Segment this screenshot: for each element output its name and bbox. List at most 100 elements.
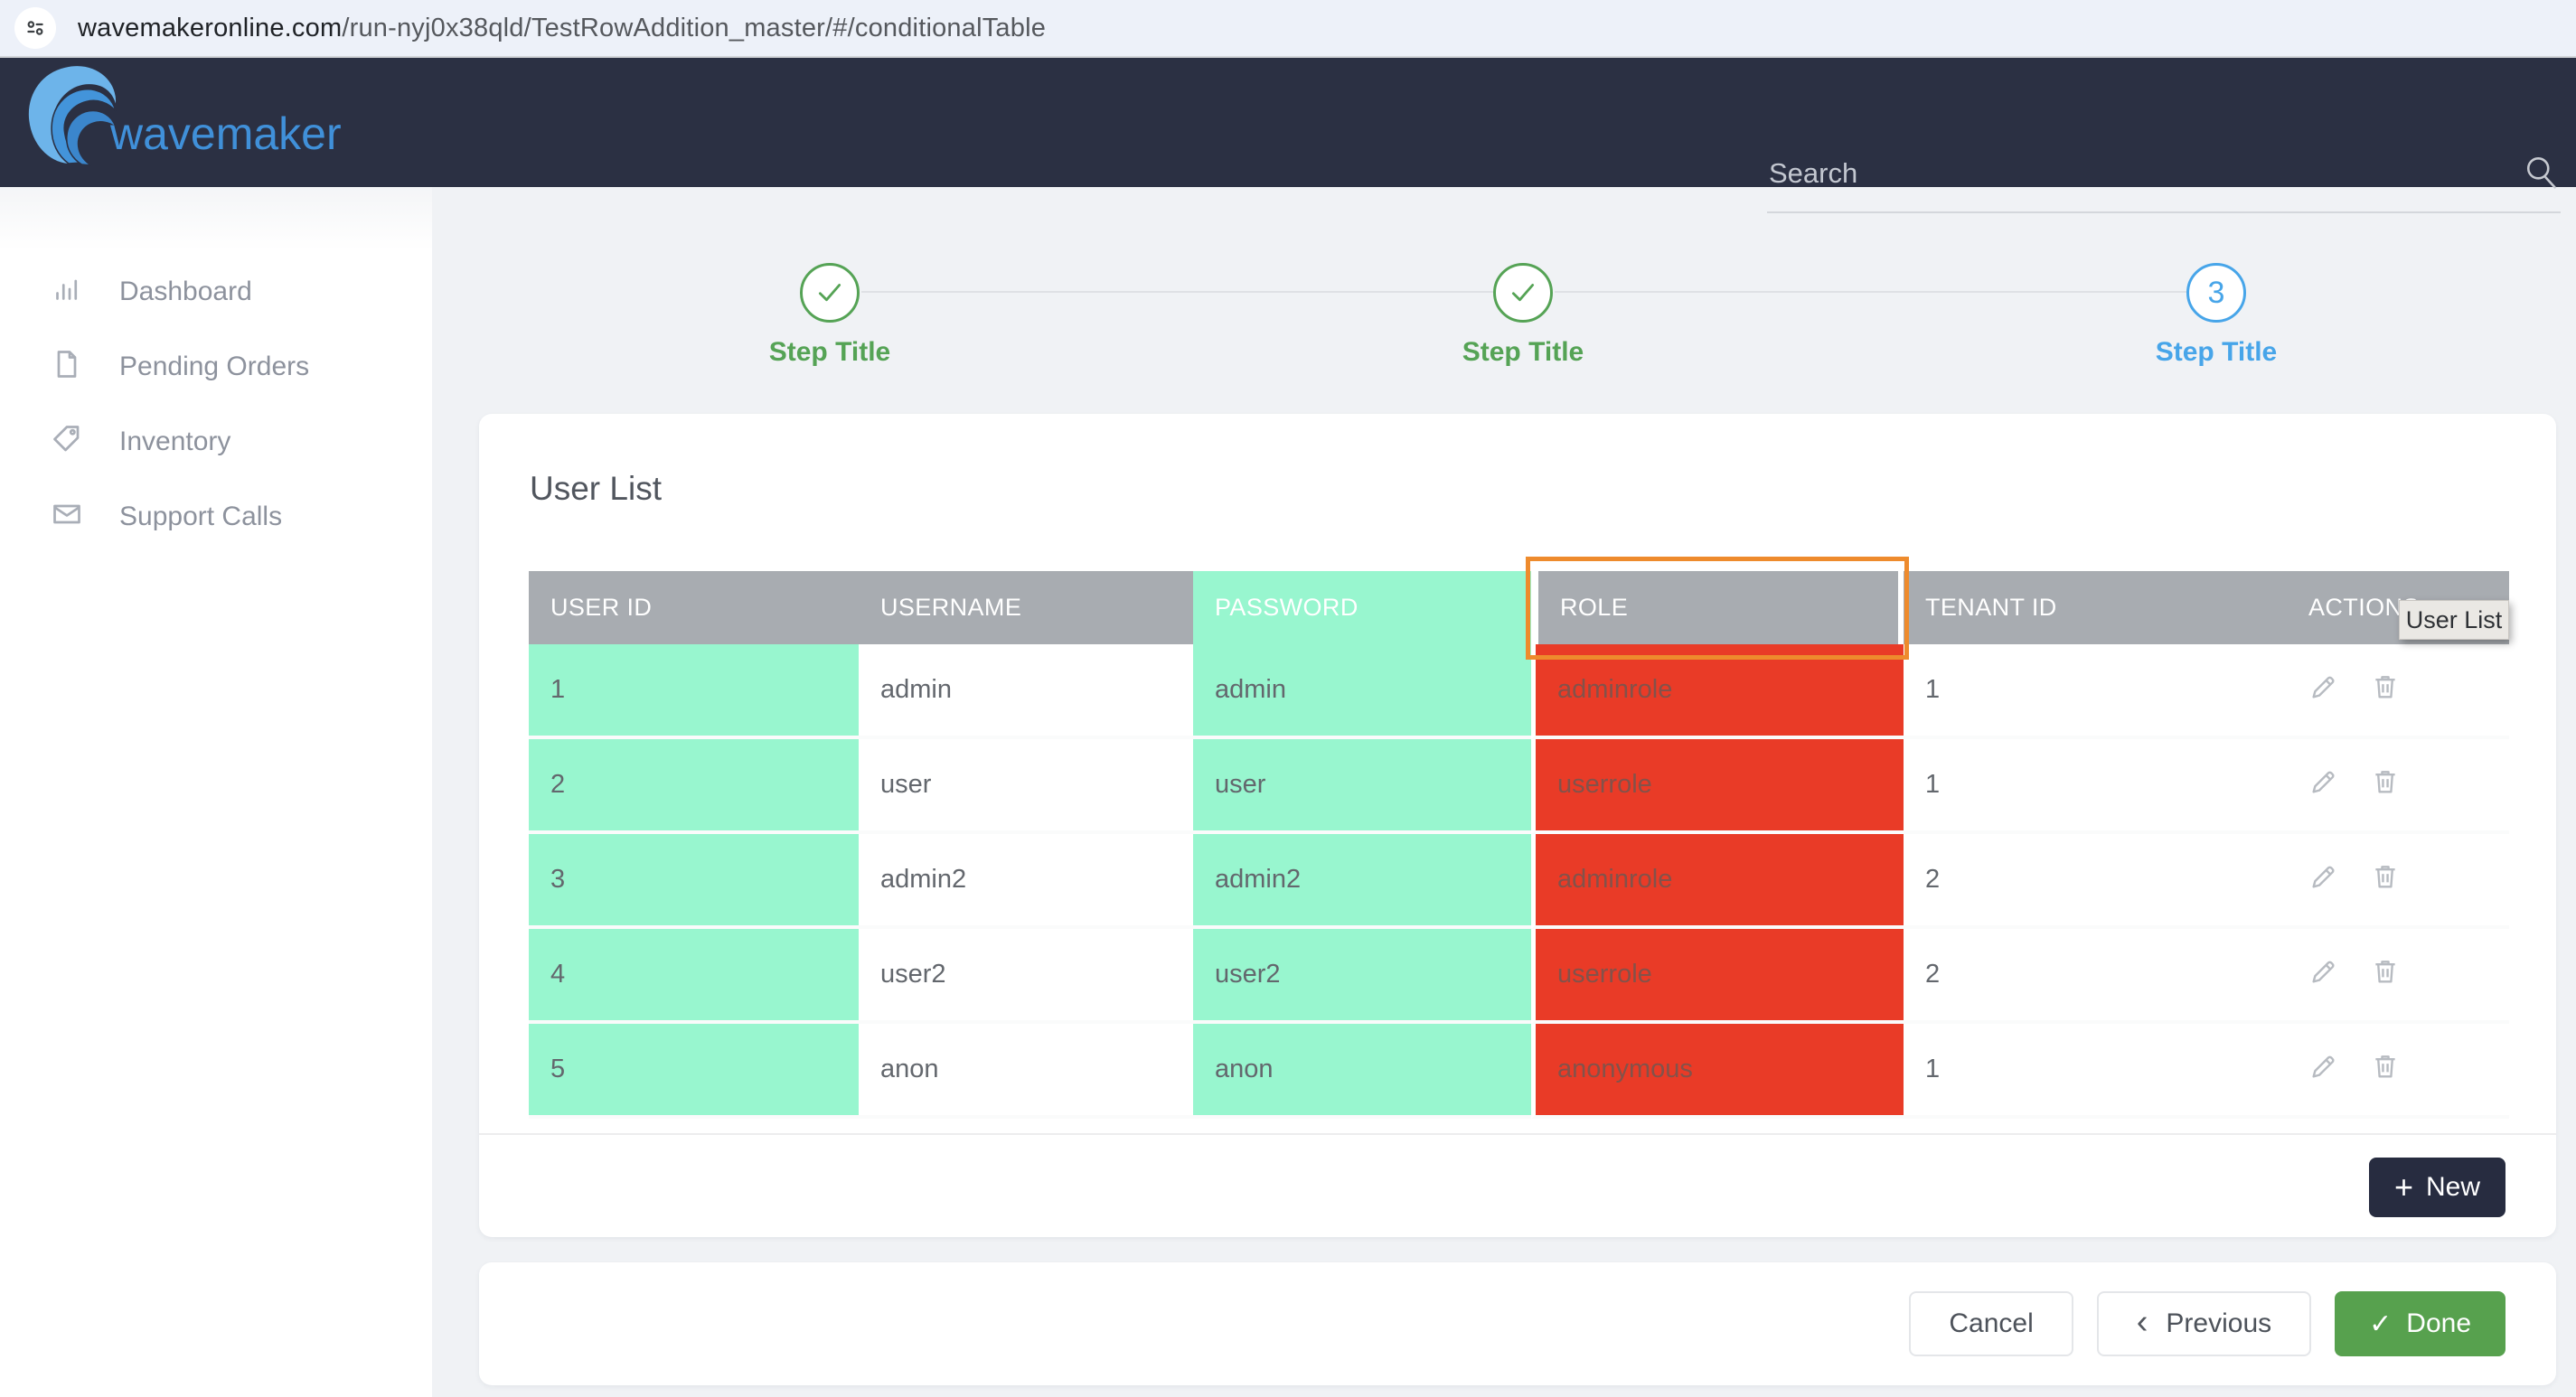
previous-button[interactable]: ‹ Previous (2096, 1291, 2312, 1356)
table-row[interactable]: 4 user2 user2 userrole 2 (529, 929, 2509, 1024)
cell-username: anon (859, 1024, 1193, 1119)
cell-actions (2287, 834, 2509, 929)
sidebar-item-label: Pending Orders (119, 351, 310, 381)
chevron-left-icon: ‹ (2136, 1303, 2148, 1341)
cell-password: admin (1193, 644, 1531, 739)
wavemaker-logo[interactable]: wavemaker (24, 63, 342, 174)
wizard-step-3[interactable]: 3 Step Title (2099, 263, 2334, 368)
wave-icon (24, 63, 118, 174)
logo-text: wavemaker (110, 108, 342, 159)
cell-user-id: 1 (529, 644, 859, 739)
sidebar-item-support-calls[interactable]: Support Calls (0, 479, 432, 554)
step-title: Step Title (1462, 337, 1584, 367)
cell-role: userrole (1531, 739, 1904, 834)
search-icon[interactable] (2521, 152, 2561, 196)
column-header-role[interactable]: ROLE (1531, 571, 1904, 644)
search-box (1767, 141, 2561, 213)
url-path: /run-nyj0x38qld/TestRowAddition_master/#… (342, 13, 1047, 42)
wizard-step-2[interactable]: Step Title (1406, 263, 1641, 368)
cell-actions (2287, 644, 2509, 739)
delete-row-icon[interactable] (2370, 861, 2401, 899)
edit-row-icon[interactable] (2308, 1051, 2339, 1089)
step-title: Step Title (768, 337, 891, 367)
url-domain: wavemakeronline.com (78, 13, 343, 42)
cell-actions (2287, 1024, 2509, 1119)
tag-icon (51, 423, 83, 460)
step-connector (1555, 291, 2187, 293)
cell-role: userrole (1531, 929, 1904, 1024)
search-input[interactable] (1767, 146, 2494, 201)
check-icon: ✓ (2369, 1308, 2393, 1339)
user-list-tooltip: User List (2399, 600, 2509, 640)
card-footer-divider (479, 1133, 2556, 1135)
table-row[interactable]: 5 anon anon anonymous 1 (529, 1024, 2509, 1119)
sidebar-item-inventory[interactable]: Inventory (0, 404, 432, 479)
delete-row-icon[interactable] (2370, 1051, 2401, 1089)
wizard-step-1[interactable]: Step Title (712, 263, 947, 368)
cell-tenant-id: 1 (1904, 644, 2287, 739)
step-connector (861, 291, 1494, 293)
cell-actions (2287, 929, 2509, 1024)
sidebar-item-dashboard[interactable]: Dashboard (0, 254, 432, 329)
cell-username: admin2 (859, 834, 1193, 929)
new-button-label: New (2425, 1172, 2480, 1202)
cell-username: admin (859, 644, 1193, 739)
cell-tenant-id: 1 (1904, 1024, 2287, 1119)
edit-row-icon[interactable] (2308, 956, 2339, 994)
step-title: Step Title (2155, 337, 2278, 367)
cell-tenant-id: 1 (1904, 739, 2287, 834)
sidebar-item-label: Support Calls (119, 501, 283, 531)
cell-actions (2287, 739, 2509, 834)
cell-user-id: 5 (529, 1024, 859, 1119)
sidebar-item-label: Dashboard (119, 276, 252, 306)
wizard-footer: Cancel ‹ Previous ✓ Done (479, 1262, 2556, 1385)
edit-row-icon[interactable] (2308, 861, 2339, 899)
document-icon (51, 348, 83, 385)
table-row[interactable]: 2 user user userrole 1 (529, 739, 2509, 834)
edit-row-icon[interactable] (2308, 671, 2339, 709)
browser-url-bar: wavemakeronline.com/run-nyj0x38qld/TestR… (0, 0, 2576, 58)
table-header-row: USER ID USERNAME PASSWORD ROLE TENANT ID… (529, 571, 2509, 644)
site-settings-icon[interactable] (14, 7, 56, 49)
cell-username: user2 (859, 929, 1193, 1024)
cell-user-id: 3 (529, 834, 859, 929)
cancel-button[interactable]: Cancel (1909, 1291, 2073, 1356)
delete-row-icon[interactable] (2370, 956, 2401, 994)
panel-title: User List (530, 470, 662, 507)
cell-username: user (859, 739, 1193, 834)
column-header-username[interactable]: USERNAME (859, 571, 1193, 644)
step-done-check-icon (800, 263, 860, 323)
cell-role: anonymous (1531, 1024, 1904, 1119)
cell-user-id: 2 (529, 739, 859, 834)
column-header-user-id[interactable]: USER ID (529, 571, 859, 644)
cell-role: adminrole (1531, 834, 1904, 929)
column-header-tenant-id[interactable]: TENANT ID (1904, 571, 2287, 644)
cell-tenant-id: 2 (1904, 929, 2287, 1024)
sidebar: Dashboard Pending Orders Inventory Suppo… (0, 187, 432, 1397)
cell-password: user2 (1193, 929, 1531, 1024)
previous-button-label: Previous (2166, 1308, 2272, 1338)
app-header: wavemaker (0, 58, 2576, 213)
cell-user-id: 4 (529, 929, 859, 1024)
plus-icon: + (2393, 1168, 2413, 1205)
cell-tenant-id: 2 (1904, 834, 2287, 929)
step-done-check-icon (1493, 263, 1553, 323)
cell-password: admin2 (1193, 834, 1531, 929)
user-table: USER ID USERNAME PASSWORD ROLE TENANT ID… (529, 571, 2509, 1119)
table-row[interactable]: 3 admin2 admin2 adminrole 2 (529, 834, 2509, 929)
cancel-button-label: Cancel (1949, 1308, 2034, 1338)
sidebar-item-label: Inventory (119, 426, 231, 456)
column-header-password[interactable]: PASSWORD (1193, 571, 1531, 644)
address-url[interactable]: wavemakeronline.com/run-nyj0x38qld/TestR… (78, 14, 1046, 43)
done-button[interactable]: ✓ Done (2335, 1291, 2505, 1356)
envelope-icon (51, 498, 83, 535)
new-button[interactable]: + New (2368, 1158, 2505, 1217)
cell-role: adminrole (1531, 644, 1904, 739)
edit-row-icon[interactable] (2308, 766, 2339, 804)
sidebar-item-pending-orders[interactable]: Pending Orders (0, 329, 432, 404)
delete-row-icon[interactable] (2370, 671, 2401, 709)
cell-password: anon (1193, 1024, 1531, 1119)
delete-row-icon[interactable] (2370, 766, 2401, 804)
cell-password: user (1193, 739, 1531, 834)
table-row[interactable]: 1 admin admin adminrole 1 (529, 644, 2509, 739)
